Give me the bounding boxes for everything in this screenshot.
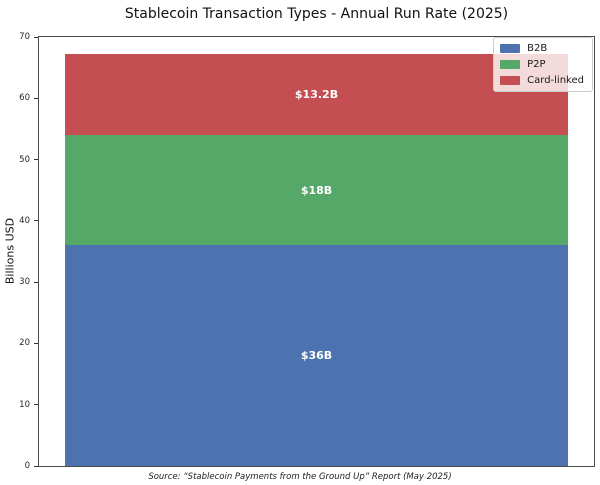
legend-item-p2p: P2P xyxy=(500,59,584,70)
chart-title: Stablecoin Transaction Types - Annual Ru… xyxy=(124,6,509,22)
y-tick-mark xyxy=(34,342,38,344)
y-tick-mark xyxy=(34,159,38,161)
y-tick-label: 60 xyxy=(19,93,30,104)
y-tick-mark xyxy=(34,465,38,467)
stacked-bar: $36B $18B $13.2B xyxy=(64,37,569,466)
y-tick-label: 40 xyxy=(19,215,30,226)
bar-segment-card-linked: $13.2B xyxy=(64,54,569,136)
bar-segment-p2p: $18B xyxy=(64,135,569,246)
y-tick-mark xyxy=(34,220,38,222)
bar-segment-b2b: $36B xyxy=(64,245,569,466)
bar-value-label: $36B xyxy=(300,349,333,363)
y-tick-mark xyxy=(34,36,38,38)
bar-value-label: $13.2B xyxy=(294,88,339,102)
bar-value-label: $18B xyxy=(300,183,333,197)
source-note: Source: “Stablecoin Payments from the Gr… xyxy=(148,472,452,482)
y-tick-label: 20 xyxy=(19,338,30,349)
legend-item-card-linked: Card-linked xyxy=(500,75,584,86)
legend: B2B P2P Card-linked xyxy=(493,37,593,92)
legend-swatch-p2p xyxy=(500,60,521,69)
legend-label-b2b: B2B xyxy=(527,43,548,54)
y-tick-label: 0 xyxy=(24,461,30,471)
y-tick-mark xyxy=(34,404,38,406)
y-tick-label: 30 xyxy=(19,277,30,288)
y-tick-label: 50 xyxy=(19,154,30,165)
legend-swatch-card-linked xyxy=(500,76,521,85)
legend-swatch-b2b xyxy=(500,44,521,53)
y-axis-label: Billions USD xyxy=(3,217,17,285)
y-tick-label: 10 xyxy=(19,399,30,410)
legend-label-p2p: P2P xyxy=(527,59,546,70)
y-tick-label: 70 xyxy=(19,32,30,42)
y-tick-mark xyxy=(34,281,38,283)
y-tick-mark xyxy=(34,97,38,99)
legend-label-card-linked: Card-linked xyxy=(527,75,584,86)
legend-item-b2b: B2B xyxy=(500,43,584,54)
plot-area: 0 10 20 30 40 50 60 70 $36B $18B $13.2B B2B P2P C… xyxy=(19,32,595,471)
